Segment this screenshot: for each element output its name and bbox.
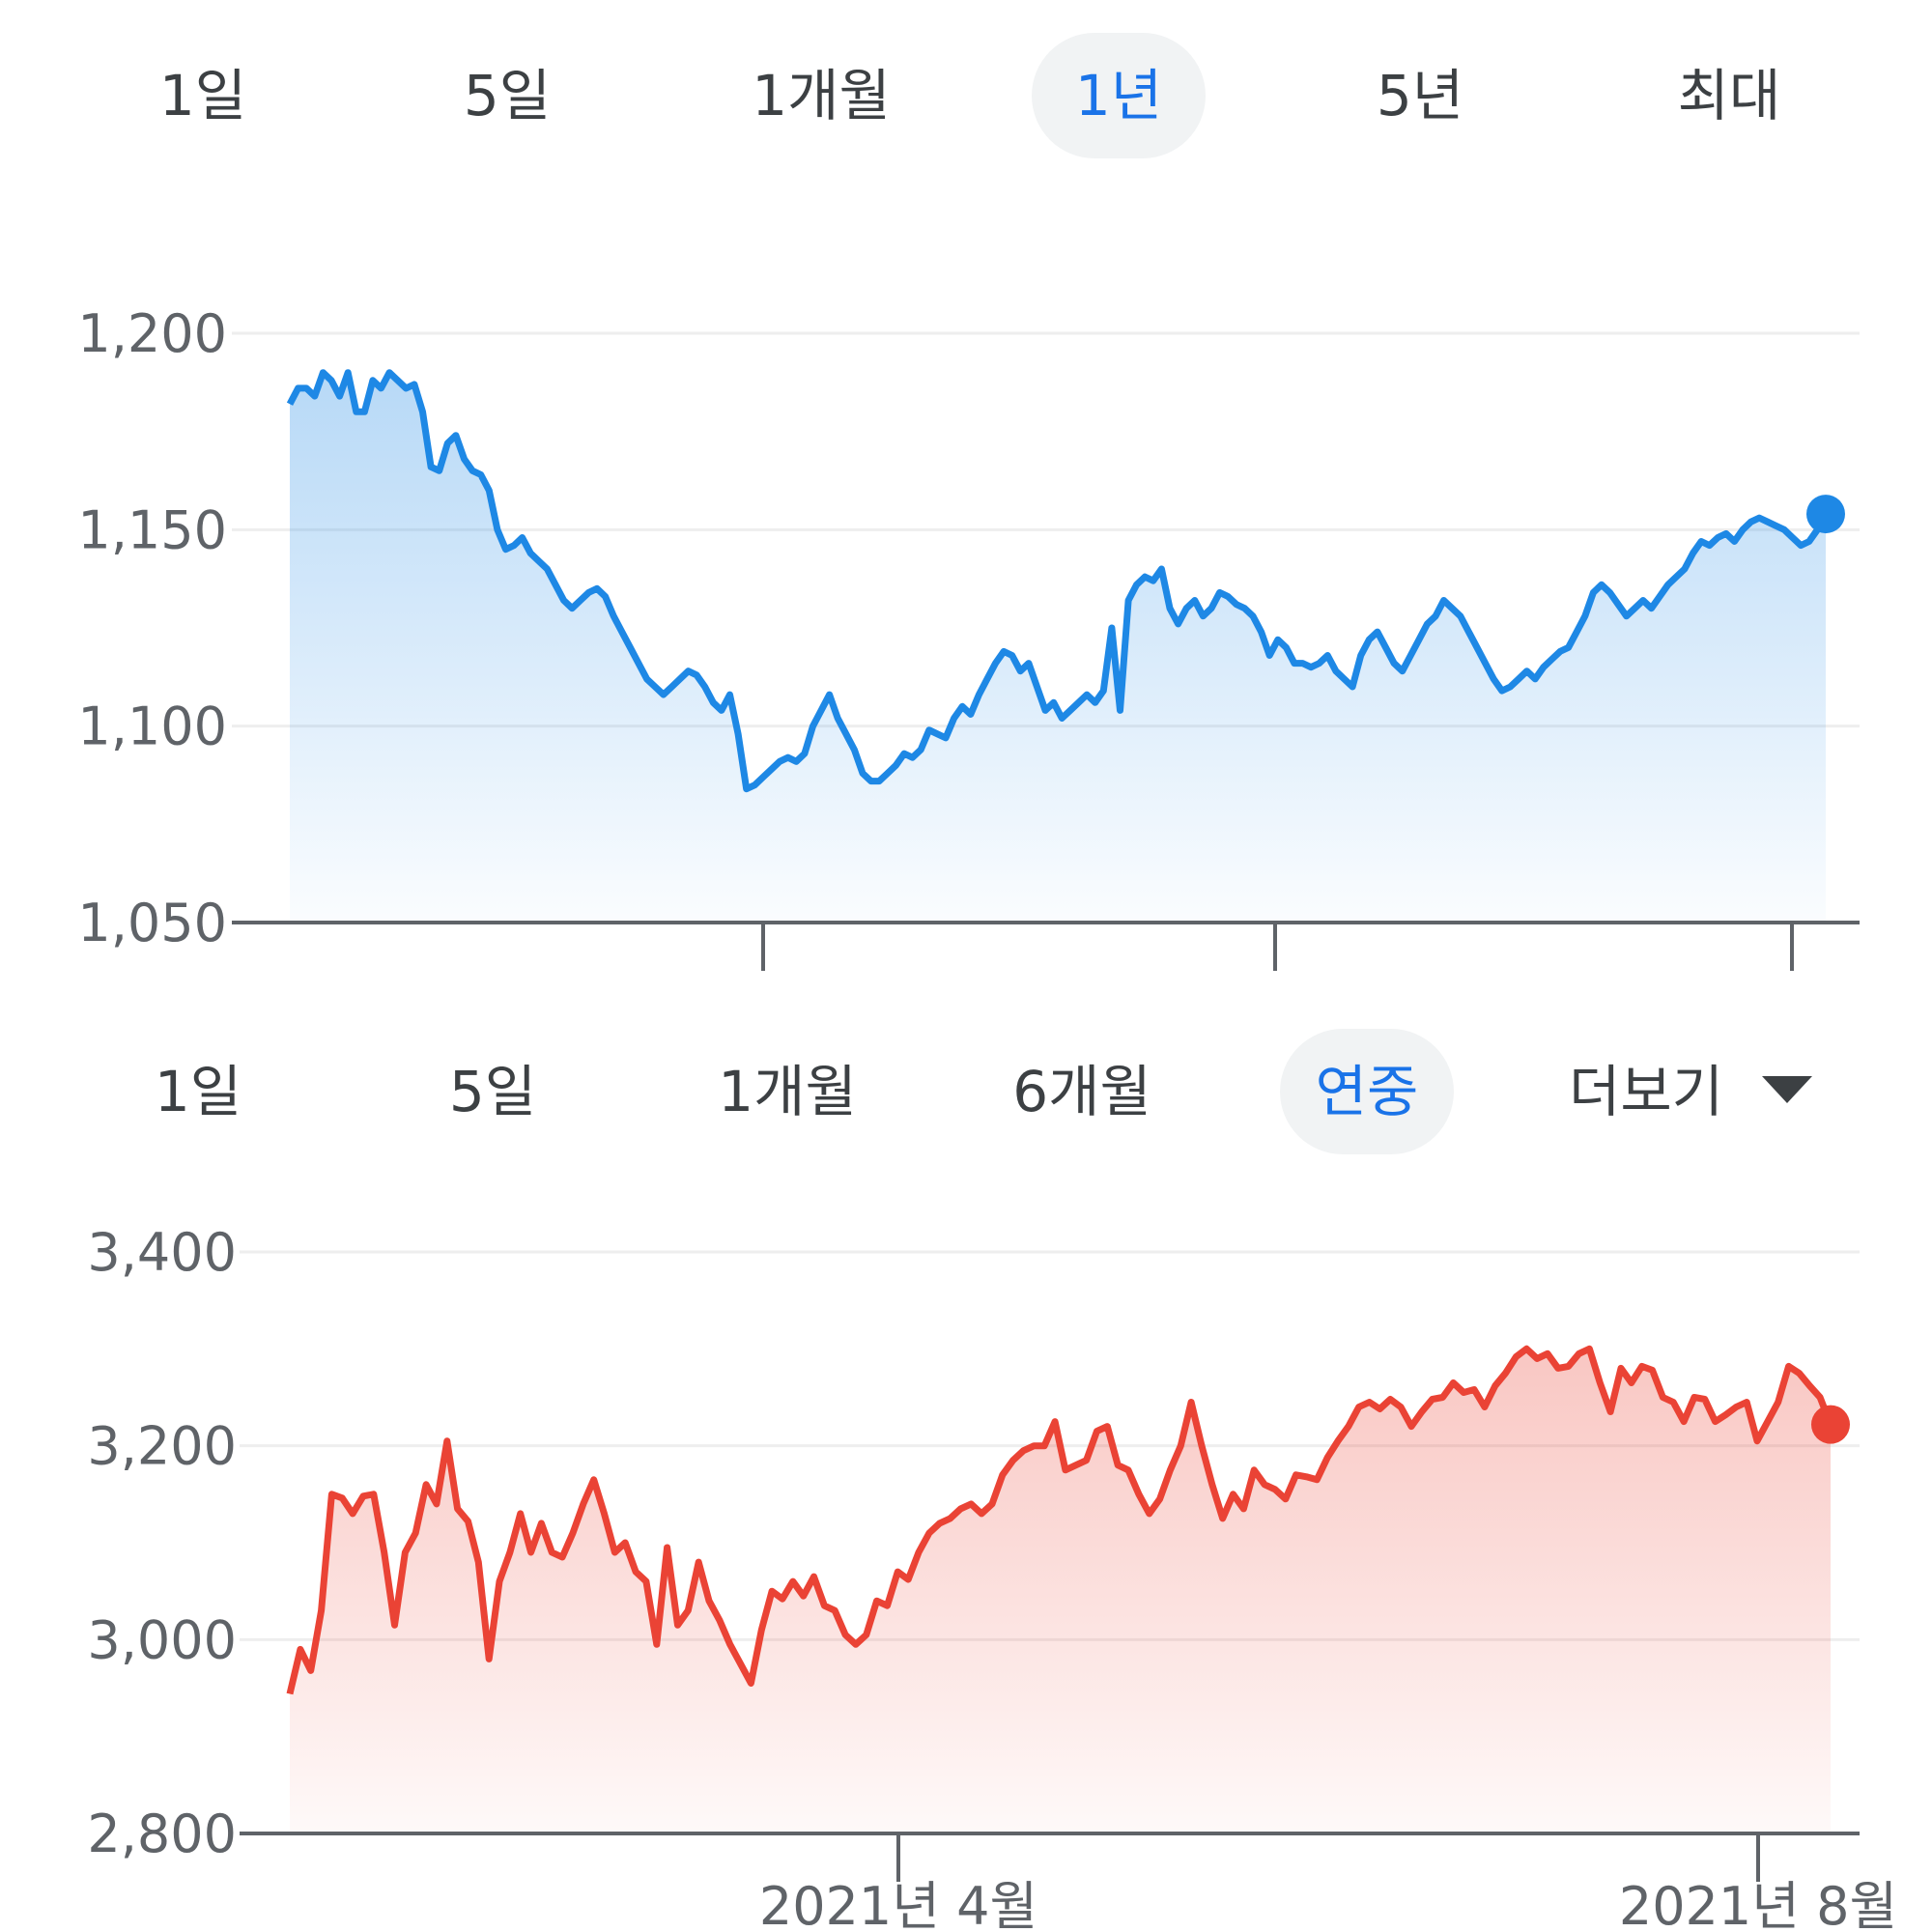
more-dropdown[interactable]: 더보기 — [1546, 1029, 1835, 1154]
more-label: 더보기 — [1568, 1059, 1724, 1124]
y-tick-label: 3,400 — [87, 1222, 237, 1283]
top-tab-max[interactable]: 최대 — [1677, 63, 1781, 128]
top-tab-1d[interactable]: 1일 — [158, 63, 247, 128]
y-tick-label: 1,100 — [77, 696, 227, 757]
top-tab-5y[interactable]: 5년 — [1376, 63, 1464, 128]
exchange-rate-chart: 1,050 1,100 1,150 1,200 — [77, 303, 1860, 971]
top-tab-5d[interactable]: 5일 — [463, 63, 552, 128]
bottom-tab-5d[interactable]: 5일 — [448, 1059, 537, 1124]
top-series-line — [286, 369, 1830, 793]
top-y-axis: 1,050 1,100 1,150 1,200 — [77, 303, 227, 953]
bottom-range-tabs: 1일 5일 1개월 6개월 연중 더보기 — [0, 1029, 1932, 1164]
top-area-fill — [290, 372, 1826, 923]
bottom-tab-6m[interactable]: 6개월 — [1012, 1059, 1151, 1124]
bottom-y-axis: 2,800 3,000 3,200 3,400 — [87, 1222, 237, 1864]
bottom-x-tick-label-2: 2021년 8월 — [1619, 1876, 1897, 1932]
y-tick-label: 1,200 — [77, 303, 227, 364]
y-tick-label: 3,200 — [87, 1416, 237, 1477]
bottom-series-line — [286, 1345, 1834, 1695]
bottom-last-point — [1811, 1405, 1850, 1444]
bottom-tab-1m[interactable]: 1개월 — [718, 1059, 857, 1124]
bottom-area-fill — [290, 1349, 1831, 1833]
caret-down-icon — [1762, 1075, 1813, 1103]
top-tab-1m[interactable]: 1개월 — [752, 63, 891, 128]
top-range-tabs: 1일 5일 1개월 1년 5년 최대 — [0, 33, 1932, 168]
y-tick-label: 1,150 — [77, 499, 227, 560]
bottom-x-tick-label-1: 2021년 4월 — [759, 1876, 1037, 1932]
y-tick-label: 1,050 — [77, 893, 227, 953]
y-tick-label: 3,000 — [87, 1609, 237, 1670]
bottom-tab-1d[interactable]: 1일 — [154, 1059, 242, 1124]
top-tab-1y[interactable]: 1년 — [1032, 33, 1206, 158]
top-last-point — [1806, 495, 1845, 534]
bottom-tab-ytd[interactable]: 연중 — [1280, 1029, 1454, 1154]
y-tick-label: 2,800 — [87, 1804, 237, 1864]
